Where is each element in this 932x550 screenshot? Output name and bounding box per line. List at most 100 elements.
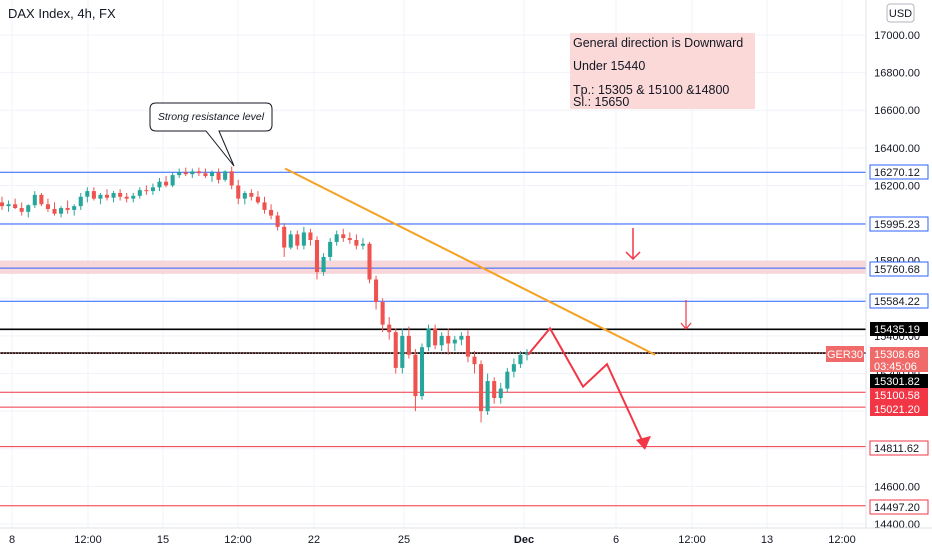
candle-body-20 [131,195,136,199]
price-label-9: 15021.20 [874,404,920,416]
note-line-2: Under 15440 [573,59,645,73]
price-label-11: 14497.20 [874,502,920,514]
candle-body-75 [492,381,497,398]
price-label-8: 15100.58 [874,390,920,402]
horizontal-levels [0,171,866,507]
candle-body-29 [190,171,195,175]
currency-button[interactable] [886,3,915,23]
price-line-labels: 16270.12 15995.23 15760.68 15584.22 15435.19… [869,164,929,515]
callout-bubble [149,102,273,167]
candle-body-65 [426,328,431,348]
candle-body-59 [387,324,392,333]
candle-body-64 [419,347,425,397]
candle-body-24 [157,181,162,188]
candle-body-53 [347,238,352,241]
candle-body-25 [164,181,169,186]
candle-body-44 [288,234,293,248]
price-label-1: 15995.23 [874,219,920,231]
candle-body-50 [328,241,333,257]
price-label-6: 03:45:06 [874,361,917,373]
candle-body-62 [406,335,411,355]
candle-body-42 [275,215,280,227]
candle-body-10 [65,208,70,210]
callout-text: Strong resistance level [158,111,265,123]
candle-body-38 [249,192,254,197]
candle-body-73 [479,364,484,412]
annotation-note-box [570,33,755,109]
price-tick-1: 16800.00 [874,68,920,80]
down-arrow-small-icon [680,300,692,330]
currency-label: USD [889,8,912,20]
candle-body-30 [196,171,201,174]
candle-body-60 [393,332,398,368]
projection-arrow-head-icon [636,435,651,450]
candle-body-7 [45,204,50,209]
time-tick-10: 12:00 [828,534,856,546]
projection-path [527,326,646,448]
price-label-2: 15760.68 [874,264,920,276]
price-label-3: 15584.22 [874,296,920,308]
time-tick-7: 6 [613,534,619,546]
time-tick-1: 12:00 [74,534,102,546]
candle-body-27 [177,172,182,176]
time-tick-4: 22 [308,534,320,546]
candle-body-15 [98,194,103,199]
price-label-box-5 [870,347,928,361]
candle-body-68 [446,335,451,344]
candle-body-5 [32,194,37,206]
candle-body-78 [511,364,516,372]
time-tick-2: 15 [157,534,169,546]
candle-body-23 [150,187,155,192]
candle-body-19 [124,196,129,199]
candle-body-46 [301,232,306,246]
candle-body-28 [183,172,188,175]
price-label-box-6 [870,360,928,372]
note-line-1: General direction is Downward [573,36,743,50]
resistance-zone [0,260,866,274]
symbol-title: DAX Index, 4h, FX [8,6,116,21]
candle-body-3 [19,208,24,212]
price-label-5: 15308.68 [874,349,920,361]
candle-body-48 [314,240,320,272]
candle-body-57 [374,279,379,303]
candle-body-45 [295,234,300,246]
candle-body-32 [209,172,215,177]
candle-body-37 [242,192,247,199]
price-label-box-9 [870,402,928,416]
time-tick-5: 25 [398,534,410,546]
price-label-box-8 [870,388,928,402]
candle-body-26 [170,175,175,186]
candle-body-56 [367,243,372,280]
candle-body-6 [39,194,44,205]
candle-body-35 [229,171,234,186]
price-label-box-3 [869,293,929,309]
price-tick-2: 16600.00 [874,105,920,117]
price-label-7: 15301.82 [874,376,920,388]
candle-body-61 [400,335,405,368]
candle-body-77 [505,371,510,389]
price-tick-4: 16200.00 [874,180,920,192]
time-axis-ticks: 8 12:00 15 12:00 22 25 Dec 6 12:00 13 12:00 [9,534,856,546]
candle-body-67 [439,335,444,346]
candle-body-49 [321,256,326,272]
candle-body-31 [203,173,208,177]
candle-body-14 [91,191,96,199]
candle-body-72 [472,356,477,365]
candle-body-11 [72,206,77,210]
candle-body-2 [13,204,18,209]
candle-body-17 [111,192,116,198]
candle-body-40 [262,202,267,210]
candle-body-21 [137,190,142,196]
candle-body-52 [341,234,346,239]
note-line-4: Sl.: 15650 [573,95,629,109]
symbol-tag: GER30 [827,349,863,361]
price-label-0: 16270.12 [874,167,920,179]
price-label-box-10 [869,440,929,456]
symbol-tag-box [826,346,864,362]
candles [0,166,530,423]
candle-body-43 [282,226,287,248]
note-line-3: Tp.: 15305 & 15100 &14800 [573,83,729,97]
candle-body-63 [413,354,418,397]
candle-body-13 [85,191,90,197]
